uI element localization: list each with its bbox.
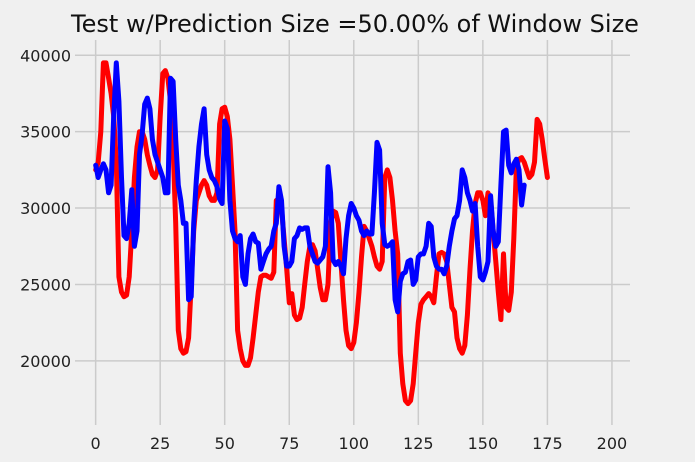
chart-title: Test w/Prediction Size =50.00% of Window…	[70, 10, 639, 38]
x-tick-label: 150	[468, 434, 499, 453]
x-tick-labels: 0 25 50 75 100 125 150 175 200	[91, 434, 628, 453]
x-tick-label: 75	[279, 434, 299, 453]
series-line-blue	[93, 60, 527, 315]
x-tick-label: 125	[403, 434, 434, 453]
y-tick-label: 25000	[20, 275, 71, 294]
y-tick-label: 35000	[20, 123, 71, 142]
x-tick-label: 50	[215, 434, 235, 453]
x-tick-label: 0	[91, 434, 101, 453]
x-tick-label: 200	[597, 434, 628, 453]
x-tick-label: 100	[339, 434, 370, 453]
y-tick-labels: 20000 25000 30000 35000 40000	[20, 46, 71, 371]
x-tick-label: 175	[532, 434, 563, 453]
y-gridlines	[75, 54, 630, 362]
series-layer	[93, 60, 550, 407]
y-tick-label: 30000	[20, 199, 71, 218]
y-tick-label: 40000	[20, 46, 71, 65]
y-tick-label: 20000	[20, 352, 71, 371]
x-tick-label: 25	[150, 434, 170, 453]
